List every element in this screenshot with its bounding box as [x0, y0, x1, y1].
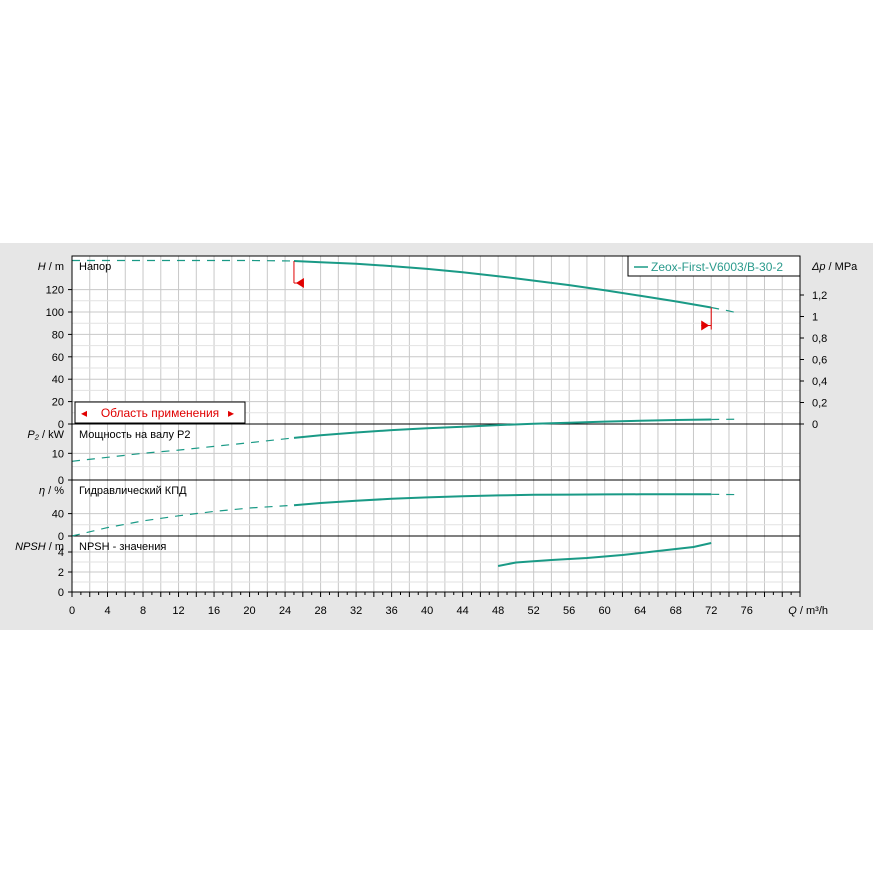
- y-tick-label: 20: [52, 397, 64, 409]
- y-tick-label: 2: [58, 567, 64, 579]
- x-tick-label: 24: [279, 605, 291, 617]
- x-tick-label: 52: [528, 605, 540, 617]
- x-tick-label: 20: [243, 605, 255, 617]
- x-tick-label: 44: [457, 605, 469, 617]
- curve-head-dashed-low: [72, 259, 295, 262]
- y-tick-label: 40: [52, 374, 64, 386]
- y-tick-label: 60: [52, 352, 64, 364]
- y2-tick-label: 1,2: [812, 290, 827, 302]
- y2-tick-label: 0,8: [812, 333, 827, 345]
- x-tick-label: 28: [314, 605, 326, 617]
- y-tick-label: 120: [46, 285, 64, 297]
- chart-panel: 0 20 40 60 80 100 120 Напор H / m 0 0,2 0,4 0,6 0,8 1 1…: [0, 243, 873, 630]
- y-axis-label: η / %: [39, 485, 64, 497]
- y-tick-label: 10: [52, 448, 64, 460]
- curve-npsh-solid: [497, 542, 712, 567]
- legend-label: Zeox-First-V6003/B-30-2: [651, 260, 783, 274]
- range-end-marker-icon: [701, 320, 710, 331]
- y-tick-label: 80: [52, 329, 64, 341]
- x-tick-label: 0: [69, 605, 75, 617]
- y2-tick-label: 0,4: [812, 376, 827, 388]
- y-tick-label: 4: [58, 547, 64, 559]
- x-tick-label: 16: [208, 605, 220, 617]
- curve-efficiency-solid: [293, 493, 712, 507]
- y-axis-label: NPSH / m: [15, 541, 64, 553]
- x-tick-label: 32: [350, 605, 362, 617]
- x-axis-label: Q / m³/h: [788, 605, 828, 617]
- legend: Zeox-First-V6003/B-30-2: [627, 255, 801, 277]
- x-tick-label: 36: [385, 605, 397, 617]
- x-tick-label: 8: [140, 605, 146, 617]
- y-axis-label: H / m: [38, 261, 64, 273]
- y-axis-label: P₂ / kW: [27, 429, 64, 441]
- panel-title: Напор: [79, 261, 111, 273]
- x-tick-label: 68: [670, 605, 682, 617]
- y-tick-label: 0: [58, 419, 64, 431]
- x-tick-label: 76: [741, 605, 753, 617]
- y-tick-label: 100: [46, 307, 64, 319]
- y2-tick-label: 0: [812, 419, 818, 431]
- y-tick-label: 0: [58, 475, 64, 487]
- x-tick-label: 72: [705, 605, 717, 617]
- y2-tick-label: 0,6: [812, 355, 827, 367]
- y-tick-label: 0: [58, 587, 64, 599]
- curve-power-solid: [293, 418, 712, 439]
- y2-tick-label: 0,2: [812, 398, 827, 410]
- x-tick-label: 12: [172, 605, 184, 617]
- curve-head-solid: [293, 260, 712, 309]
- x-tick-label: 64: [634, 605, 646, 617]
- y-tick-label: 40: [52, 509, 64, 521]
- x-tick-label: 60: [599, 605, 611, 617]
- panel-title: Гидравлический КПД: [79, 485, 187, 497]
- x-tick-label: 40: [421, 605, 433, 617]
- range-start-marker-icon: [295, 278, 304, 289]
- range-label: Область применения: [101, 406, 219, 420]
- range-arrow-left-icon: ◂: [81, 406, 87, 420]
- y2-tick-label: 1: [812, 312, 818, 324]
- y-tick-label: 0: [58, 531, 64, 543]
- application-range-box: ◂ Область применения ▸: [74, 401, 246, 424]
- x-tick-label: 48: [492, 605, 504, 617]
- panel-title: Мощность на валу P2: [79, 429, 191, 441]
- curve-head-dashed-high: [711, 306, 739, 314]
- x-tick-label: 56: [563, 605, 575, 617]
- curve-power-dashed-low: [71, 437, 295, 462]
- range-box: [74, 401, 246, 424]
- y2-axis-label: Δp / MPa: [811, 261, 858, 273]
- x-tick-label: 4: [104, 605, 110, 617]
- curve-efficiency-dashed-low: [71, 504, 295, 537]
- range-arrow-right-icon: ▸: [228, 406, 234, 420]
- panel-title: NPSH - значения: [79, 541, 166, 553]
